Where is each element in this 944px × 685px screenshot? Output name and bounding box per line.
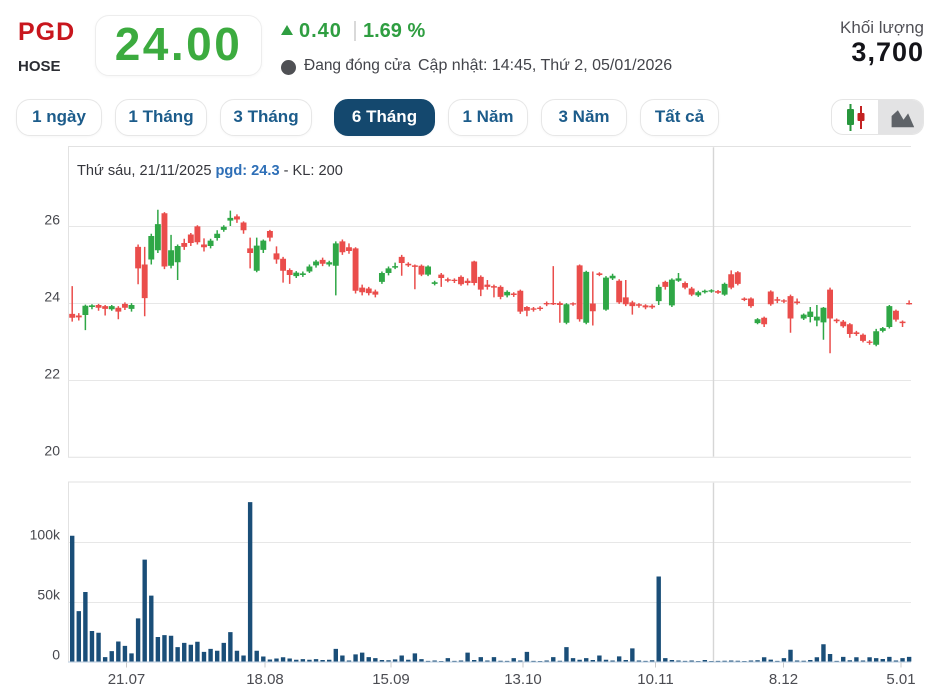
svg-text:26: 26 xyxy=(44,211,60,227)
svg-text:13.10: 13.10 xyxy=(504,671,542,685)
svg-text:8.12: 8.12 xyxy=(769,671,798,685)
svg-text:50k: 50k xyxy=(37,587,61,603)
svg-text:24: 24 xyxy=(44,288,60,304)
svg-text:10.11: 10.11 xyxy=(637,671,673,685)
svg-text:0: 0 xyxy=(52,647,60,663)
svg-text:22: 22 xyxy=(44,366,60,382)
svg-text:Thứ sáu, 21/11/2025 pgd: 24.3: Thứ sáu, 21/11/2025 pgd: 24.3 - KL: 200 xyxy=(77,163,343,179)
svg-text:20: 20 xyxy=(44,443,60,459)
svg-text:21.07: 21.07 xyxy=(108,671,146,685)
svg-text:100k: 100k xyxy=(30,527,61,543)
svg-text:5.01: 5.01 xyxy=(886,671,915,685)
svg-text:15.09: 15.09 xyxy=(372,671,410,685)
svg-text:18.08: 18.08 xyxy=(246,671,284,685)
